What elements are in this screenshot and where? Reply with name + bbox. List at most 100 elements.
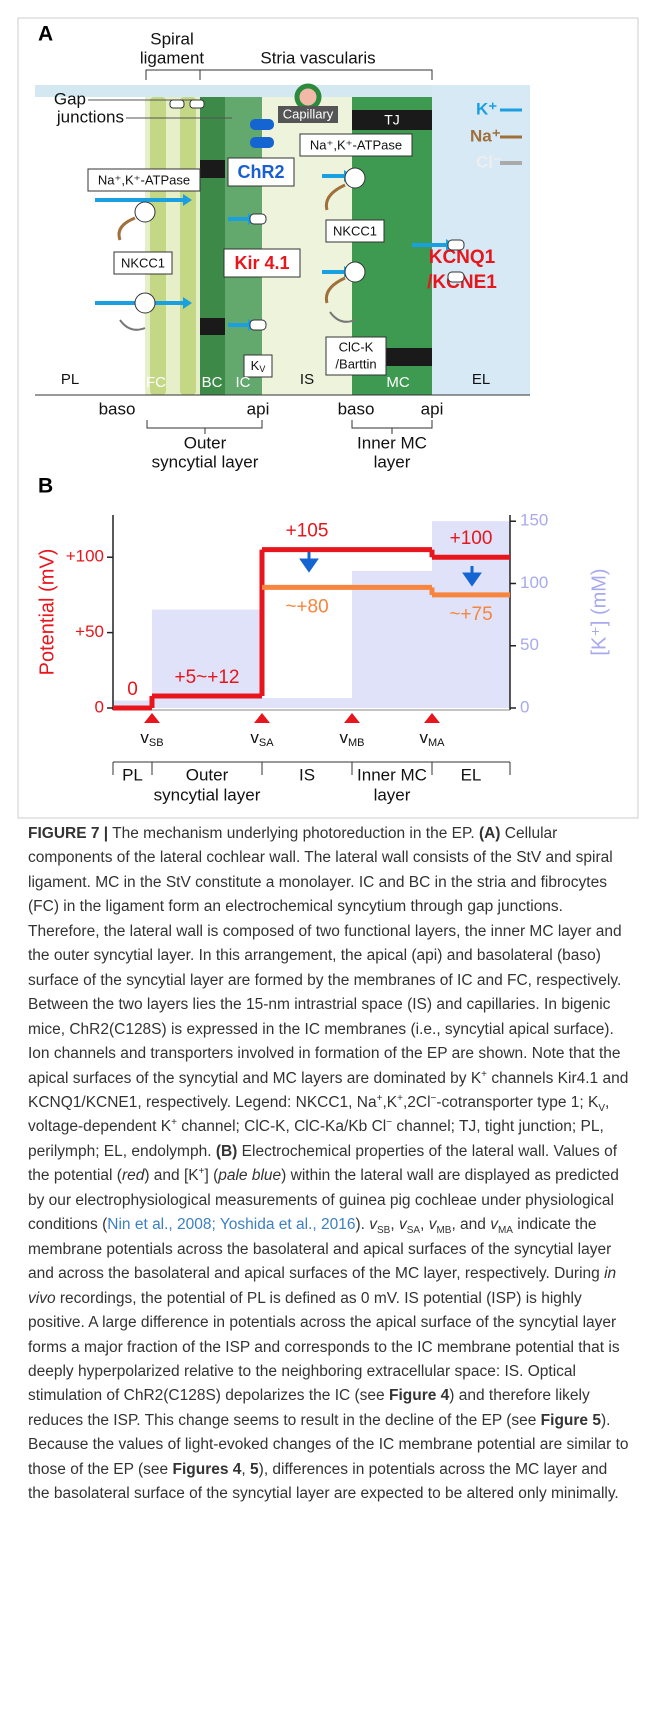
y-tick-label: +50 xyxy=(75,622,104,641)
bar xyxy=(352,571,432,708)
caption-run: MA xyxy=(498,1225,513,1236)
caption-run: v xyxy=(490,1216,498,1233)
marker-subscript: SA xyxy=(259,737,274,749)
caption-run: red xyxy=(122,1167,144,1184)
y2-tick-label: 100 xyxy=(520,573,548,592)
legend-label: Na⁺ xyxy=(470,126,501,145)
region-label: PL xyxy=(61,371,79,388)
label: Na⁺,K⁺-ATPase xyxy=(98,172,190,187)
surface-label: api xyxy=(421,399,444,418)
data-label: +100 xyxy=(450,528,493,549)
marker-label: vMB xyxy=(340,728,365,748)
caption-run: , xyxy=(241,1461,250,1478)
region-label: IS xyxy=(300,371,314,388)
capillary-icon xyxy=(297,86,319,108)
data-label: +5~+12 xyxy=(175,667,240,688)
marker-subscript: MA xyxy=(428,737,445,749)
caption-run: Figures 4 xyxy=(172,1461,241,1478)
caption-run: Cellular components of the lateral cochl… xyxy=(28,825,622,1087)
bracket xyxy=(147,420,432,434)
region-label: FC xyxy=(146,374,166,391)
region-label: BC xyxy=(202,374,223,391)
x-category-label: Inner MC xyxy=(357,765,427,784)
region-label: MC xyxy=(386,374,409,391)
label: Stria vascularis xyxy=(260,48,375,67)
y-axis-title: Potential (mV) xyxy=(36,549,58,676)
label: KCNQ1 xyxy=(429,247,496,268)
data-label: 0 xyxy=(127,679,138,700)
region-label: EL xyxy=(472,371,490,388)
layer-label: layer xyxy=(374,452,411,471)
figure: A Spiral ligament Stria vascularis Capil… xyxy=(0,0,656,820)
y2-tick-label: 0 xyxy=(520,697,529,716)
fibrocyte xyxy=(180,97,196,395)
caption-run: channel; ClC-K, ClC-Ka/Kb Cl xyxy=(177,1118,386,1135)
x-category-label: layer xyxy=(374,785,411,804)
data-label: ~+80 xyxy=(285,596,328,617)
caption-run: ,K xyxy=(382,1094,397,1111)
caption-run: , xyxy=(420,1216,429,1233)
y2-tick-label: 50 xyxy=(520,635,539,654)
x-category-label: syncytial layer xyxy=(154,785,261,804)
marker-subscript: SB xyxy=(149,737,164,749)
label: V xyxy=(259,364,265,374)
layer-label: Outer xyxy=(184,433,227,452)
label: K xyxy=(251,358,260,373)
label: NKCC1 xyxy=(121,255,165,270)
caption-run: ,2Cl xyxy=(403,1094,431,1111)
y-tick-label: +100 xyxy=(66,547,104,566)
caption-run: (A) xyxy=(479,825,501,842)
y2-axis-title: [K⁺] (mM) xyxy=(588,568,610,655)
y-tick-label: 0 xyxy=(95,697,104,716)
caption-run: SA xyxy=(407,1225,420,1236)
data-label: ~+75 xyxy=(449,604,492,625)
caption-run: SB xyxy=(377,1225,390,1236)
caption-run: v xyxy=(399,1216,407,1233)
caption-run: ] ( xyxy=(204,1167,218,1184)
bar xyxy=(262,698,352,708)
bc-region xyxy=(200,97,225,395)
panel-label: A xyxy=(38,23,53,46)
surface-label: baso xyxy=(99,399,136,418)
bar xyxy=(152,610,262,708)
label: Spiral xyxy=(150,29,193,48)
surface-label: api xyxy=(247,399,270,418)
caption-run: MB xyxy=(436,1225,451,1236)
page: A Spiral ligament Stria vascularis Capil… xyxy=(0,0,656,1721)
caption-run: Figure 4 xyxy=(389,1387,449,1404)
bracket xyxy=(146,70,432,80)
junction xyxy=(200,318,225,335)
caption-run: V xyxy=(598,1103,605,1114)
data-label: +105 xyxy=(286,521,329,542)
caption-run: -cotransporter type 1; K xyxy=(436,1094,598,1111)
label: Capillary xyxy=(283,106,334,121)
marker-subscript: MB xyxy=(348,737,365,749)
label: /Barttin xyxy=(335,356,376,371)
junction xyxy=(200,160,225,178)
label: Gap xyxy=(54,89,86,108)
label: ligament xyxy=(140,48,205,67)
caption-run: pale blue xyxy=(218,1167,281,1184)
caption-run: , and xyxy=(451,1216,490,1233)
x-category-label: Outer xyxy=(186,765,229,784)
caption-run: , xyxy=(390,1216,399,1233)
label: ChR2 xyxy=(237,162,284,182)
y2-tick-label: 150 xyxy=(520,511,548,530)
marker-triangle xyxy=(254,713,270,723)
region-label: IC xyxy=(236,374,251,391)
caption-run: (B) xyxy=(216,1143,238,1160)
marker-label: vMA xyxy=(420,728,446,748)
label: NKCC1 xyxy=(333,223,377,238)
label: junctions xyxy=(56,107,124,126)
label: ClC-K xyxy=(339,339,374,354)
x-category-label: IS xyxy=(299,765,315,784)
chr2-icon xyxy=(250,119,274,130)
surface-label: baso xyxy=(338,399,375,418)
caption-run[interactable]: Nin et al., 2008; Yoshida et al., 2016 xyxy=(107,1216,355,1233)
legend-label: K⁺ xyxy=(476,99,497,118)
layer-label: Inner MC xyxy=(357,433,427,452)
x-category-label: PL xyxy=(122,765,143,784)
marker-label: vSA xyxy=(250,728,274,748)
label: Na⁺,K⁺-ATPase xyxy=(310,137,402,152)
caption-run: FIGURE 7 | xyxy=(28,825,108,842)
